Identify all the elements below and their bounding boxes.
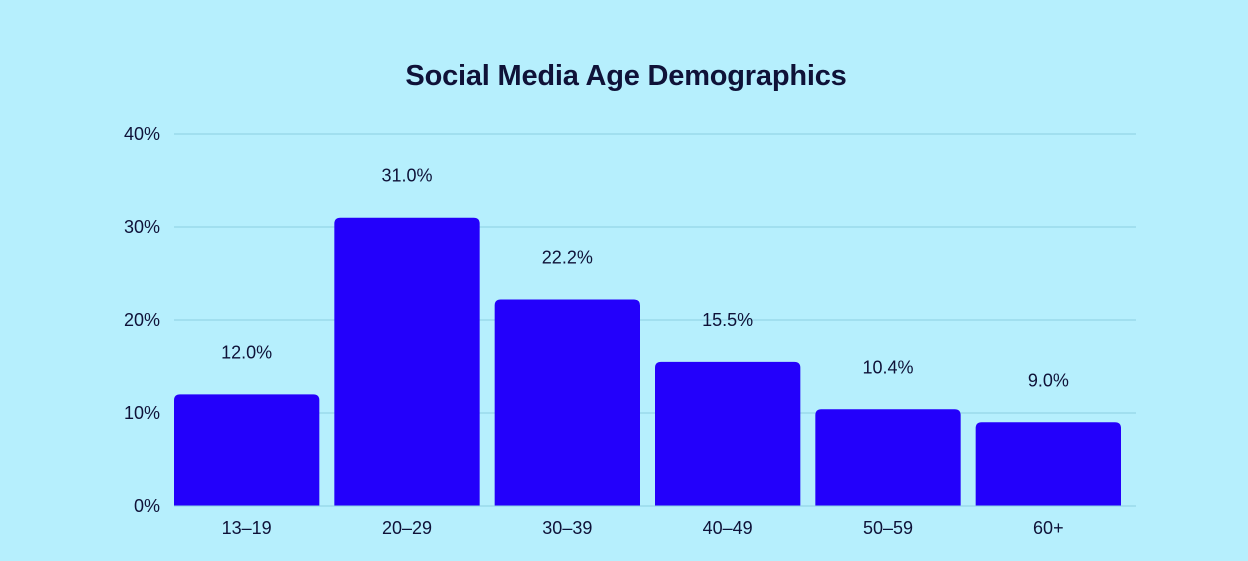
y-tick-label: 20% <box>124 310 160 330</box>
x-tick-label: 20–29 <box>382 518 432 538</box>
y-tick-label: 10% <box>124 403 160 423</box>
data-label: 9.0% <box>1028 370 1069 390</box>
x-tick-label: 30–39 <box>542 518 592 538</box>
bar <box>975 422 1121 506</box>
chart-title: Social Media Age Demographics <box>405 60 847 92</box>
data-label: 12.0% <box>221 342 272 362</box>
bar <box>655 361 801 506</box>
bar <box>815 409 961 506</box>
y-tick-label: 40% <box>124 124 160 144</box>
data-label: 15.5% <box>702 310 753 330</box>
y-tick-label: 0% <box>134 496 160 516</box>
data-label: 10.4% <box>862 357 913 377</box>
data-label: 31.0% <box>381 166 432 186</box>
data-label: 22.2% <box>542 248 593 268</box>
y-tick-label: 30% <box>124 217 160 237</box>
bar <box>174 394 320 506</box>
bar <box>494 299 640 506</box>
x-tick-label: 60+ <box>1033 518 1064 538</box>
x-tick-label: 40–49 <box>703 518 753 538</box>
x-tick-label: 13–19 <box>222 518 272 538</box>
x-tick-label: 50–59 <box>863 518 913 538</box>
bar <box>334 217 480 506</box>
